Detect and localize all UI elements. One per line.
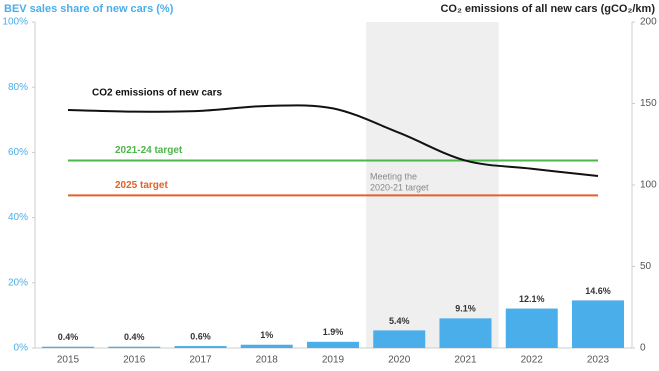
bar [307, 341, 359, 348]
y-tick-label: 100% [2, 17, 28, 28]
y-tick-label: 80% [8, 82, 28, 93]
value-label: 0.4% [124, 332, 145, 342]
y-tick-label: 40% [8, 212, 28, 223]
x-tick-label: 2021 [454, 355, 477, 366]
line [67, 104, 599, 178]
reference-label: 2021-24 target [115, 145, 183, 156]
value-label: 0.6% [190, 331, 211, 341]
annotation: Meeting the [370, 171, 417, 181]
line-label: CO2 emissions of new cars [92, 88, 222, 99]
y2-tick-label: 0 [640, 343, 646, 354]
y2-tick-label: 150 [640, 98, 657, 109]
highlight-band [366, 22, 499, 348]
y-tick-label: 20% [8, 277, 28, 288]
y2-axis-title: CO₂ emissions of all new cars (gCO₂/km) [440, 3, 655, 15]
x-tick-label: 2018 [256, 355, 279, 366]
reference-label: 2025 target [115, 180, 168, 191]
bar [42, 346, 94, 348]
bar [572, 300, 624, 348]
x-tick-label: 2020 [388, 355, 411, 366]
bar [505, 308, 558, 348]
value-label: 1.9% [323, 327, 344, 337]
y-axis-title: BEV sales share of new cars (%) [4, 3, 174, 15]
y2-tick-label: 50 [640, 261, 652, 272]
x-tick-label: 2019 [322, 355, 345, 366]
y2-tick-label: 100 [640, 180, 657, 191]
value-label: 5.4% [389, 316, 410, 326]
value-label: 12.1% [519, 294, 545, 304]
x-tick-label: 2016 [123, 355, 146, 366]
bar [439, 318, 492, 348]
x-tick-label: 2017 [189, 355, 212, 366]
bar [174, 346, 227, 348]
annotation: 2020-21 target [370, 182, 429, 192]
value-label: 1% [260, 330, 273, 340]
bar [373, 330, 426, 348]
x-tick-label: 2023 [587, 355, 610, 366]
y-tick-label: 60% [8, 147, 28, 158]
y2-tick-label: 200 [640, 17, 657, 28]
x-tick-label: 2022 [521, 355, 544, 366]
value-label: 0.4% [58, 332, 79, 342]
value-label: 14.6% [585, 286, 611, 296]
y-tick-label: 0% [14, 343, 29, 354]
bar [108, 346, 161, 348]
bar [240, 344, 293, 348]
value-label: 9.1% [455, 304, 476, 314]
x-tick-label: 2015 [57, 355, 80, 366]
